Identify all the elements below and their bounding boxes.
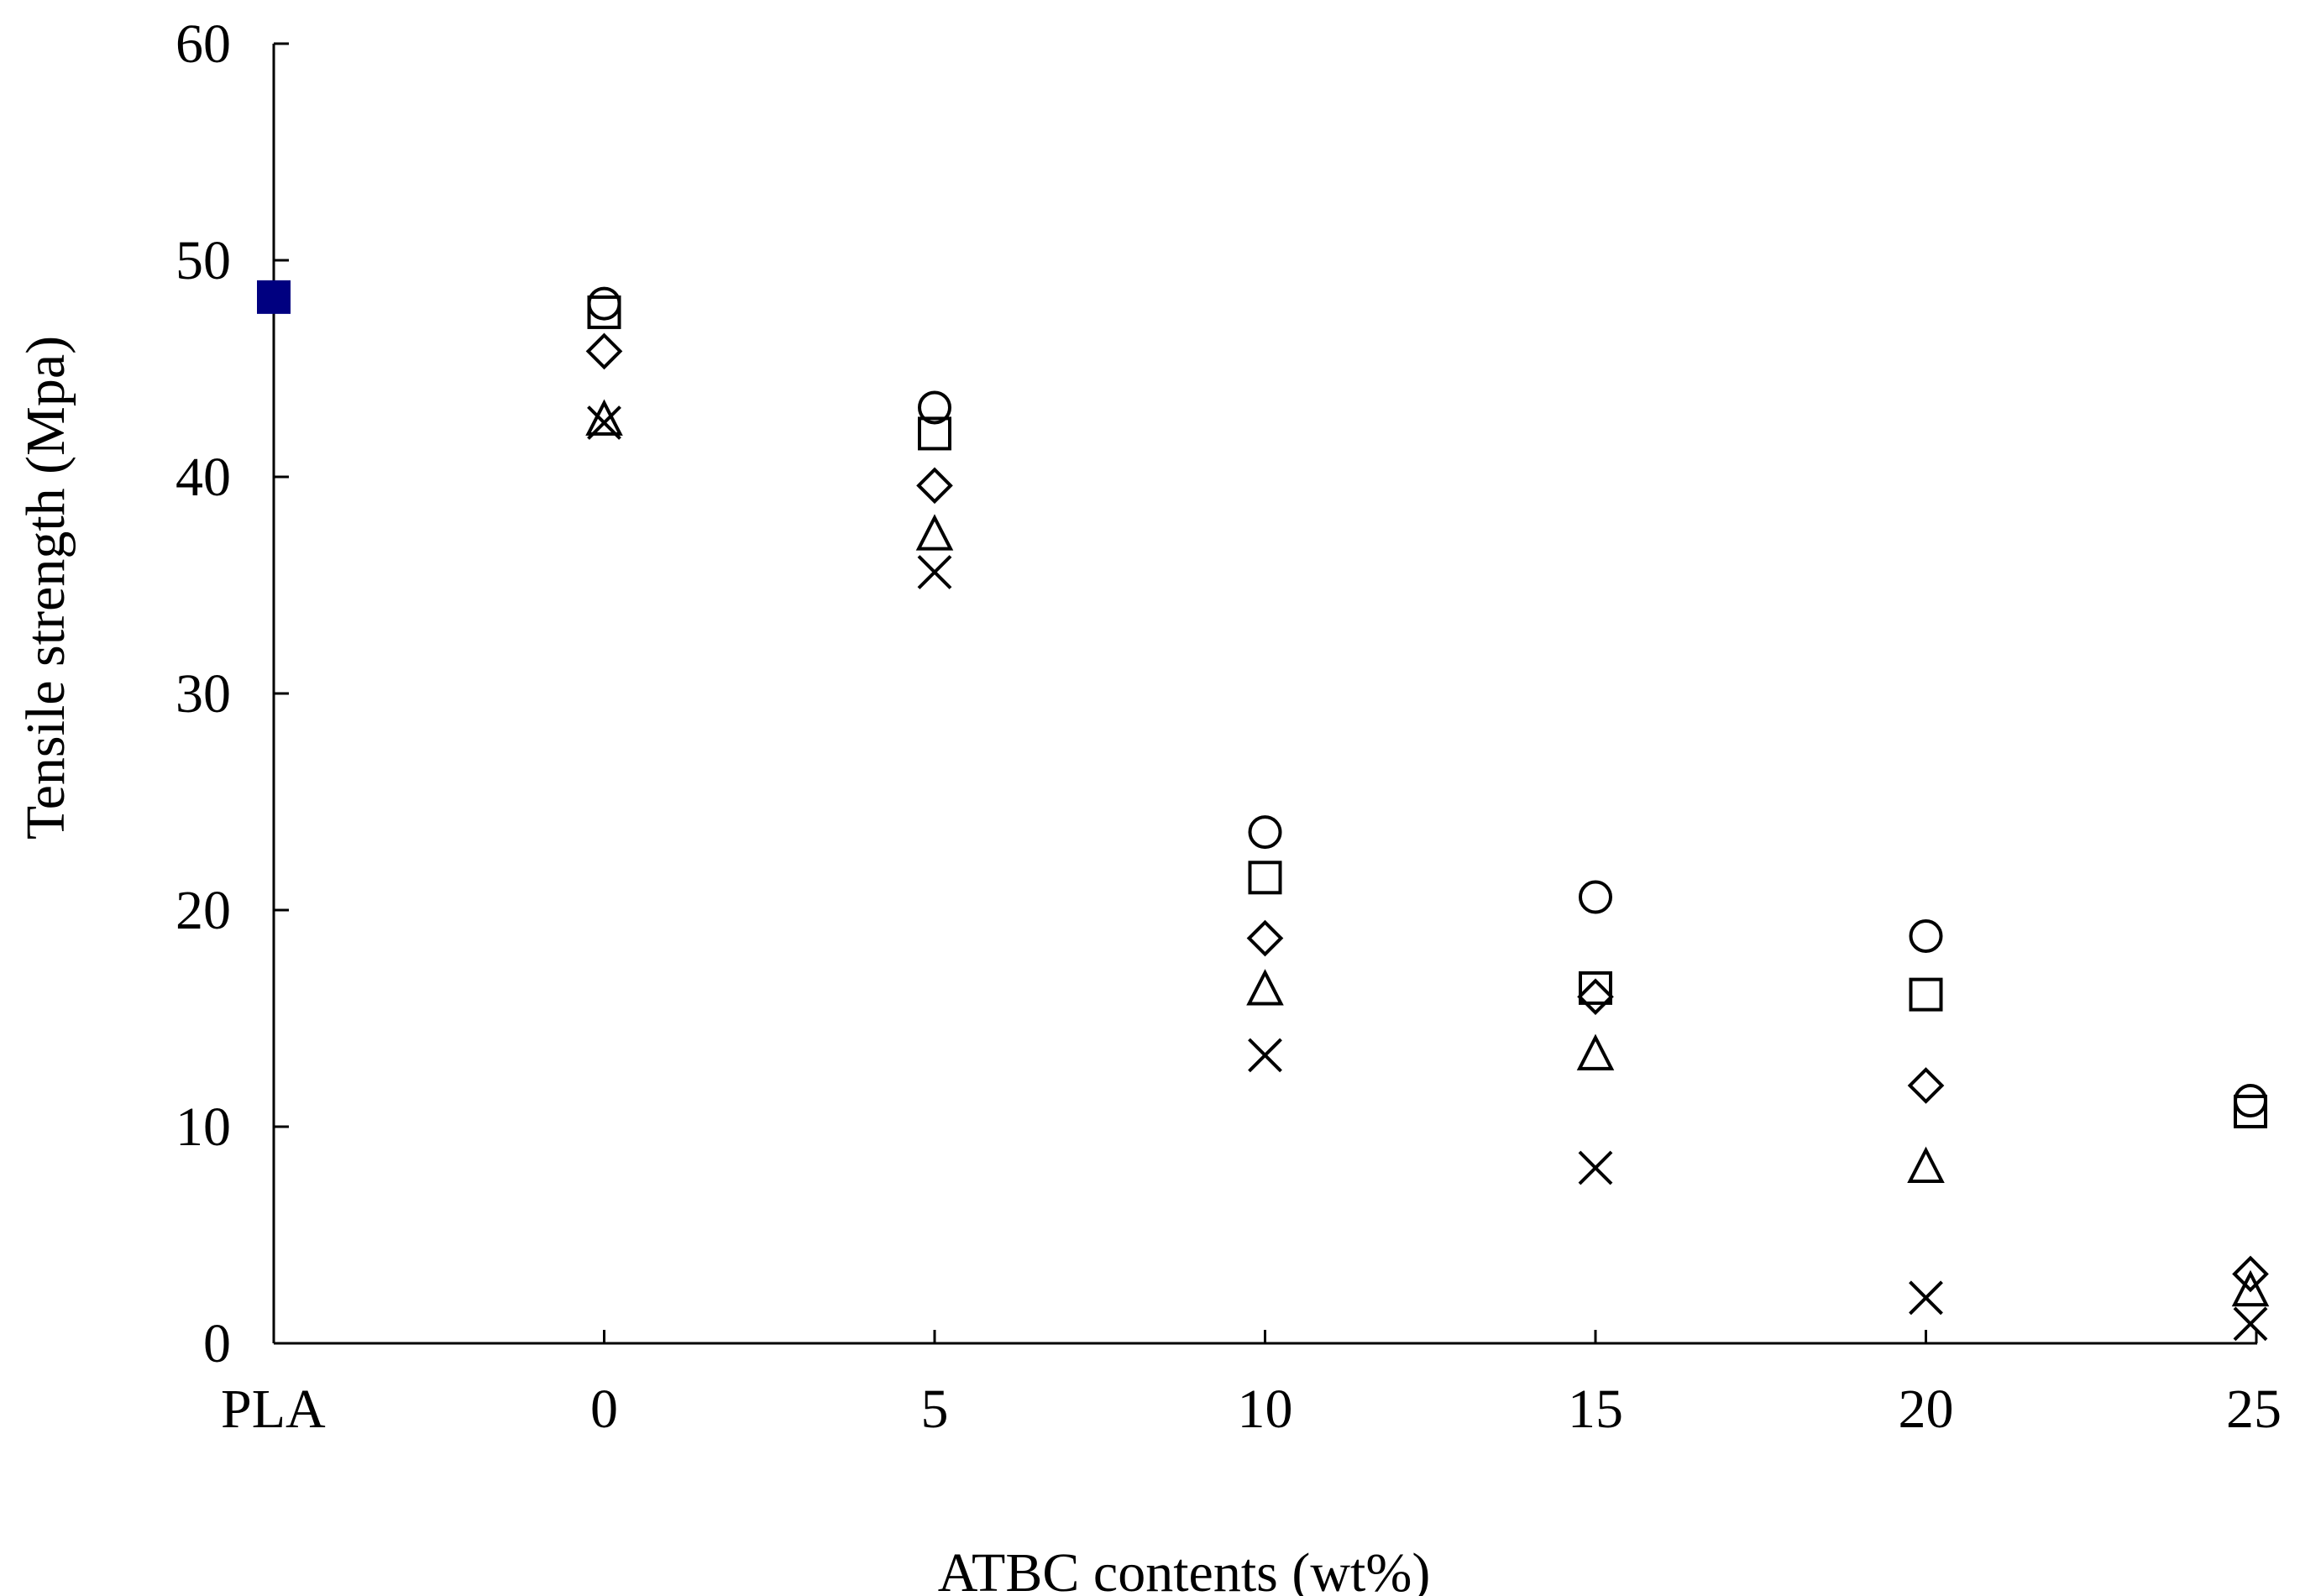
marker-filled-square (257, 280, 291, 314)
y-tick-label: 0 (203, 1313, 231, 1374)
x-tick-label: 0 (590, 1379, 618, 1440)
marker-triangle (1246, 969, 1284, 1006)
x-tick-label: 20 (1899, 1379, 1954, 1440)
marker-triangle (585, 399, 623, 436)
marker-square (587, 295, 621, 329)
marker-cross (2233, 1306, 2268, 1342)
y-axis-title: Tensile strength (Mpa) (15, 336, 76, 840)
marker-circle (1579, 880, 1612, 914)
x-tick-label: 5 (921, 1379, 949, 1440)
marker-square (1248, 861, 1282, 895)
data-markers (257, 280, 2270, 1342)
marker-diamond (1907, 1067, 1945, 1104)
marker-cross (1909, 1280, 1943, 1316)
y-tick-label: 50 (176, 230, 231, 291)
marker-triangle (915, 514, 954, 551)
marker-diamond (2232, 1255, 2269, 1293)
x-tick-label: PLA (221, 1379, 326, 1440)
marker-triangle (2231, 1269, 2270, 1307)
x-tick-label: 10 (1238, 1379, 1293, 1440)
x-tick-label: 15 (1568, 1379, 1623, 1440)
marker-cross (1248, 1038, 1282, 1073)
x-tick-label: 25 (2226, 1379, 2282, 1440)
marker-diamond (585, 332, 623, 370)
marker-diamond (1246, 919, 1284, 957)
marker-circle (2234, 1084, 2267, 1118)
marker-square (2234, 1094, 2267, 1128)
marker-cross (587, 406, 621, 440)
y-tick-label: 30 (176, 663, 231, 725)
marker-cross (1578, 1150, 1613, 1185)
marker-circle (1248, 815, 1282, 850)
y-tick-label: 40 (176, 447, 231, 508)
y-ticks: 0 10 20 30 40 50 60 (176, 13, 289, 1374)
marker-cross (917, 555, 952, 589)
x-ticks: PLA 0 5 10 15 20 25 (221, 1330, 2282, 1440)
marker-triangle (1576, 1033, 1615, 1070)
marker-circle (587, 286, 621, 321)
x-axis-title: ATBC contents (wt%) (938, 1542, 1431, 1596)
marker-diamond (916, 467, 953, 505)
y-tick-label: 10 (176, 1096, 231, 1158)
marker-circle (918, 390, 951, 425)
axes (272, 44, 2257, 1345)
marker-diamond (1577, 978, 1614, 1016)
y-tick-label: 20 (176, 880, 231, 941)
y-tick-label: 60 (176, 13, 231, 75)
marker-square (918, 416, 951, 451)
marker-circle (1909, 918, 1943, 953)
marker-triangle (1907, 1146, 1945, 1184)
marker-square (1579, 971, 1612, 1005)
marker-square (1909, 977, 1943, 1012)
